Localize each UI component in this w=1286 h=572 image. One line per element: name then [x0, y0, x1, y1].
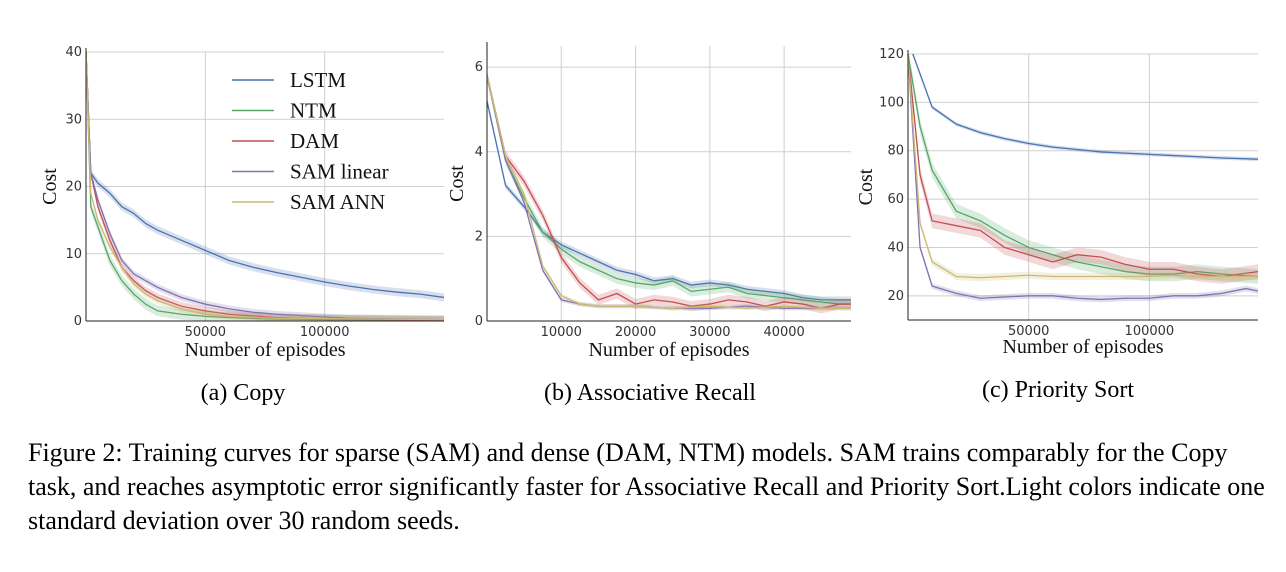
- y-tick-label: 0: [475, 314, 483, 329]
- y-tick-label: 40: [887, 240, 904, 255]
- x-axis-title: Number of episodes: [588, 339, 749, 361]
- series-sam-ann: [86, 52, 444, 321]
- legend-label: SAM linear: [290, 160, 389, 184]
- band-lstm: [912, 54, 1258, 162]
- y-tick-label: 60: [887, 192, 904, 207]
- panel-1: 0 2 4 6 10000 20000 30000 40000 Number of episod…: [446, 42, 851, 406]
- legend-item-lstm: LSTM: [232, 68, 346, 92]
- panel-subcaption: (b) Associative Recall: [544, 380, 756, 406]
- x-tick-label: 30000: [689, 325, 730, 340]
- band-sam-ann: [487, 73, 851, 311]
- y-tick-label: 10: [65, 247, 82, 262]
- series-sam-linear: [487, 75, 851, 309]
- y-tick-label: 0: [74, 314, 82, 329]
- series-ntm: [86, 52, 444, 321]
- legend-item-sam-ann: SAM ANN: [232, 190, 385, 214]
- y-tick-label: 20: [887, 289, 904, 304]
- series-dam: [86, 52, 444, 321]
- series-sam-ann: [487, 75, 851, 309]
- series-ntm: [487, 75, 851, 305]
- y-axis-title: Cost: [855, 168, 877, 205]
- band-ntm: [487, 70, 851, 310]
- band-sam-ann: [908, 54, 1258, 282]
- legend-item-dam: DAM: [232, 129, 339, 153]
- y-tick-label: 30: [65, 112, 82, 127]
- series-lstm: [487, 100, 851, 301]
- x-tick-label: 100000: [1125, 324, 1175, 339]
- x-tick-label: 50000: [185, 325, 226, 340]
- y-tick-label: 80: [887, 144, 904, 159]
- band-lstm: [86, 52, 444, 302]
- x-tick-label: 50000: [1008, 324, 1049, 339]
- series-dam: [908, 54, 1258, 278]
- band-sam-linear: [487, 73, 851, 311]
- legend-item-ntm: NTM: [232, 99, 337, 123]
- band-sam-linear: [86, 52, 444, 321]
- legend: LSTM NTM DAM SAM linear SAM ANN: [232, 68, 389, 214]
- x-tick-label: 100000: [300, 325, 350, 340]
- series-sam-linear: [86, 52, 444, 321]
- series-sam-linear: [908, 54, 1258, 301]
- panel-subcaption: (c) Priority Sort: [982, 377, 1134, 403]
- series-sam-ann: [908, 54, 1258, 279]
- y-tick-label: 40: [65, 45, 82, 60]
- x-axis-title: Number of episodes: [1002, 336, 1163, 358]
- y-tick-label: 2: [475, 229, 483, 244]
- x-tick-label: 10000: [541, 325, 582, 340]
- x-tick-label: 20000: [615, 325, 656, 340]
- x-axis-title: Number of episodes: [184, 339, 345, 361]
- plot-area: [86, 52, 444, 321]
- legend-label: DAM: [290, 129, 339, 153]
- band-dam: [908, 54, 1258, 284]
- y-axis-title: Cost: [39, 168, 61, 205]
- y-tick-label: 4: [475, 145, 483, 160]
- plot-area: [908, 54, 1258, 303]
- series-lstm: [912, 54, 1258, 160]
- legend-label: SAM ANN: [290, 190, 385, 214]
- legend-item-sam-linear: SAM linear: [232, 160, 389, 184]
- band-ntm: [908, 54, 1258, 284]
- y-tick-label: 20: [65, 180, 82, 195]
- figure-caption: Figure 2: Training curves for sparse (SA…: [28, 438, 1265, 535]
- y-tick-label: 100: [879, 95, 904, 110]
- series-ntm: [908, 54, 1258, 278]
- plot-area: [487, 70, 851, 314]
- panel-subcaption: (a) Copy: [201, 380, 286, 406]
- legend-label: NTM: [290, 99, 337, 123]
- x-tick-label: 40000: [763, 325, 804, 340]
- band-lstm: [487, 97, 851, 304]
- y-axis-title: Cost: [446, 165, 468, 202]
- y-tick-label: 120: [879, 47, 904, 62]
- series-lstm: [86, 52, 444, 299]
- y-tick-label: 6: [475, 60, 483, 75]
- legend-label: LSTM: [290, 68, 346, 92]
- series-dam: [487, 75, 851, 309]
